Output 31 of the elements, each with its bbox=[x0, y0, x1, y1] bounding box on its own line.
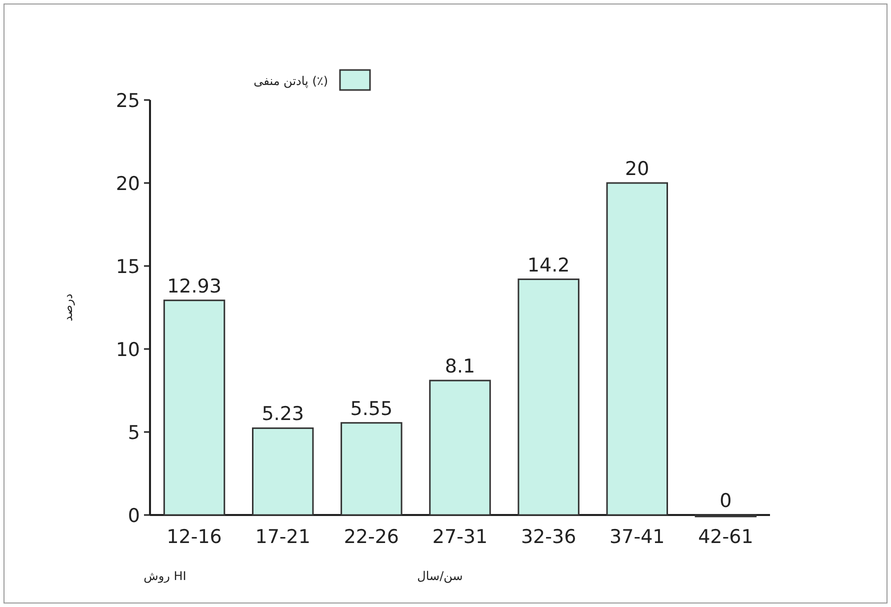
y-tick-label: 15 bbox=[116, 256, 140, 278]
y-tick-label: 10 bbox=[116, 339, 140, 361]
bar bbox=[518, 278, 580, 516]
y-tick-label: 25 bbox=[116, 90, 140, 112]
data-label: 0 bbox=[720, 490, 732, 512]
y-tick-label: 20 bbox=[116, 173, 140, 195]
x-tick-label: 22-26 bbox=[344, 526, 400, 548]
x-tick-label: 37-41 bbox=[610, 526, 665, 548]
bar bbox=[340, 422, 402, 516]
legend-label: پادتن منفی (٪) bbox=[254, 74, 328, 88]
bar bbox=[429, 380, 491, 516]
legend: پادتن منفی (٪) bbox=[254, 69, 371, 91]
text: روش HI bbox=[144, 569, 186, 583]
y-tick-label: 0 bbox=[128, 505, 140, 527]
data-label: 12.93 bbox=[167, 275, 222, 298]
bar bbox=[252, 427, 314, 516]
data-label: 5.23 bbox=[262, 403, 304, 426]
data-label: 5.55 bbox=[350, 398, 393, 420]
x-tick-label: 12-16 bbox=[166, 526, 222, 548]
bar bbox=[606, 182, 668, 516]
x-tick-label: 32-36 bbox=[520, 526, 576, 548]
x-axis-title: سن/سال bbox=[417, 569, 463, 583]
y-tick-label: 5 bbox=[128, 422, 140, 444]
x-tick-label: 17-21 bbox=[255, 526, 310, 548]
x-tick-label: 27-31 bbox=[432, 526, 488, 548]
data-label: 8.1 bbox=[444, 356, 476, 378]
bar bbox=[163, 300, 226, 516]
x-tick-label: 42-61 bbox=[698, 526, 754, 548]
data-label: 20 bbox=[625, 158, 650, 180]
y-axis-title: درصد bbox=[61, 294, 75, 322]
data-label: 14.2 bbox=[527, 254, 570, 276]
